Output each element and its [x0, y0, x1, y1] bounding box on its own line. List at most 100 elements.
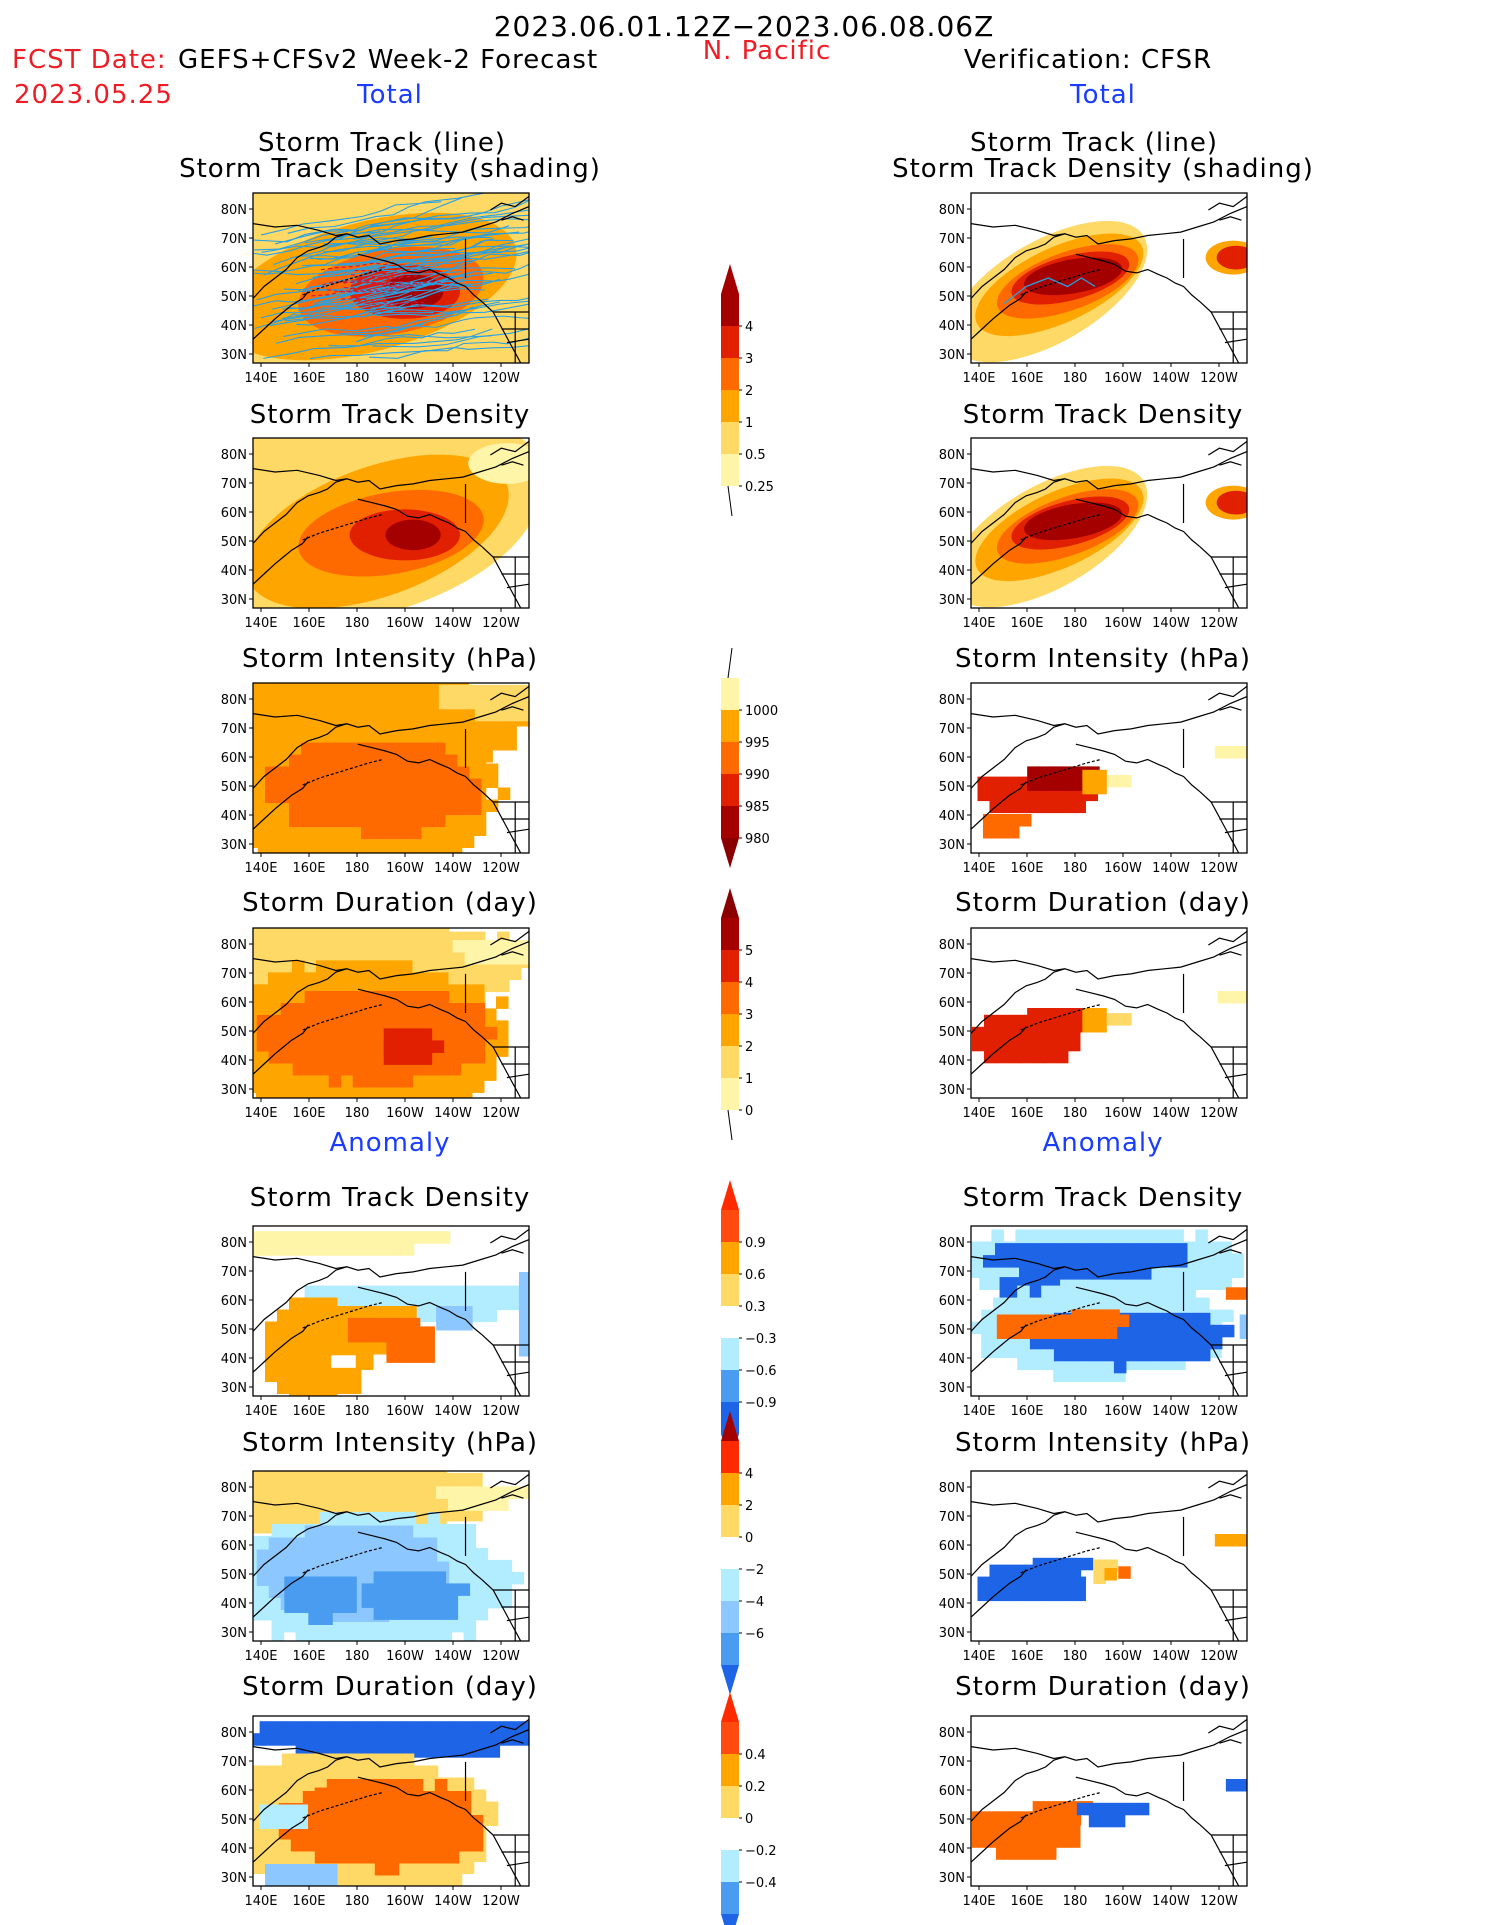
shade-cell — [1079, 1243, 1092, 1256]
shade-cell — [386, 1851, 400, 1864]
shade-cell — [991, 1229, 1004, 1242]
storm-track-line — [328, 328, 476, 347]
lon-tick-label: 160E — [292, 861, 325, 876]
shade-cell — [1093, 1571, 1106, 1584]
lat-tick-label: 80N — [939, 448, 965, 463]
coastline-kuril — [971, 1814, 1027, 1863]
lon-tick-label: 140E — [962, 616, 995, 631]
coastline-alaska — [1075, 498, 1201, 548]
colorbar-label: −0.3 — [745, 1332, 777, 1347]
shade-cell — [277, 1309, 290, 1322]
lat-tick-label: 50N — [939, 1813, 965, 1828]
shade-cell — [385, 766, 398, 780]
arctic-islands — [1219, 1739, 1242, 1744]
storm-track-line — [271, 272, 493, 310]
shade-cell — [487, 1745, 501, 1758]
shade-cell — [1031, 1267, 1044, 1280]
shade-cell — [316, 1051, 330, 1064]
shade-cell — [1013, 1588, 1026, 1602]
shade-cell — [391, 1733, 405, 1746]
shade-cell — [376, 1003, 390, 1016]
shade-cell — [316, 1015, 330, 1028]
shade-cell — [254, 1472, 267, 1486]
lon-tick-label: 140E — [244, 861, 277, 876]
shade-cell — [486, 696, 500, 710]
aleutian-islands — [1020, 1301, 1101, 1329]
colorbar-intensity-anom: 420−2−4−6 — [721, 1411, 764, 1695]
lon-tick-label: 140W — [1152, 616, 1190, 631]
shade-cell — [1039, 1229, 1052, 1242]
colorbar-label: 4 — [745, 976, 753, 991]
shade-cell — [438, 684, 452, 698]
shade-cell — [995, 1050, 1009, 1064]
shade-cell — [1195, 1253, 1208, 1266]
shade-cell — [340, 1525, 354, 1538]
shade-cell — [1041, 1297, 1054, 1311]
shade-cell — [276, 702, 289, 715]
storm-track-mean — [311, 289, 395, 297]
shade-cell — [1221, 1309, 1234, 1323]
map-frame — [252, 1470, 530, 1642]
shade-cell — [397, 826, 410, 840]
shade-cell — [397, 1571, 411, 1584]
shade-cell — [1088, 1814, 1102, 1828]
shade-cell — [451, 1745, 465, 1758]
shade-cell — [1173, 1348, 1187, 1362]
shade-cell — [995, 1847, 1009, 1860]
shade-cell — [281, 943, 294, 957]
shade-cell — [362, 1472, 375, 1486]
lat-tick-label: 70N — [939, 722, 965, 737]
shade-cell — [379, 1721, 393, 1734]
coastline-kuril — [253, 1569, 309, 1618]
shade-cell — [289, 814, 302, 828]
shade-cell — [433, 778, 446, 792]
shade-cell — [289, 1369, 302, 1382]
shade-cell — [518, 1320, 529, 1333]
shade-cell — [1067, 1835, 1081, 1848]
colorbar-bin — [721, 806, 739, 838]
shade-cell — [1226, 746, 1240, 759]
panel-title-density-anom-right: Storm Track Density — [962, 1183, 1244, 1213]
shade-cell — [1027, 1008, 1040, 1021]
shade-cell — [475, 1547, 489, 1561]
coastline-arctic — [971, 1484, 1247, 1523]
coastline-alaska — [357, 743, 483, 793]
shade-cell — [462, 684, 476, 698]
shade-cell — [401, 703, 415, 716]
shade-cell — [400, 1561, 414, 1574]
shade-cell — [277, 1357, 290, 1370]
shade-cell — [1077, 1348, 1091, 1362]
lon-tick-label: 160W — [386, 1894, 424, 1909]
shade-cell — [329, 1243, 343, 1256]
shade-cell — [340, 960, 353, 973]
arctic-islands — [501, 951, 524, 956]
shade-cell — [421, 790, 434, 804]
storm-track-line — [353, 209, 529, 240]
shade-cell — [448, 1063, 462, 1076]
shade-cell — [472, 1015, 486, 1028]
shade-cell — [1094, 769, 1107, 783]
shade-cell — [476, 940, 490, 953]
colorbar-bin — [721, 1078, 739, 1110]
shade-cell — [523, 1721, 529, 1734]
shade-cell — [337, 790, 350, 804]
storm-track-line — [336, 247, 529, 277]
shade-cell — [463, 1745, 477, 1758]
lon-tick-label: 120W — [482, 371, 520, 386]
shade-cell — [259, 1595, 273, 1609]
shade-cell — [304, 991, 318, 1004]
shade-cell — [289, 790, 302, 804]
shade-cell — [253, 714, 266, 727]
shade-cell — [409, 826, 422, 840]
colorbar-label: 0.3 — [745, 1300, 766, 1315]
lat-tick-label: 50N — [221, 780, 247, 795]
shade-cell — [257, 1849, 271, 1862]
shade-cell — [1007, 814, 1020, 827]
lon-tick-label: 140W — [1152, 861, 1190, 876]
shade-cell — [1083, 1309, 1096, 1322]
shade-cell — [353, 727, 367, 740]
shade-cell — [289, 778, 302, 792]
shade-cell — [473, 967, 486, 981]
